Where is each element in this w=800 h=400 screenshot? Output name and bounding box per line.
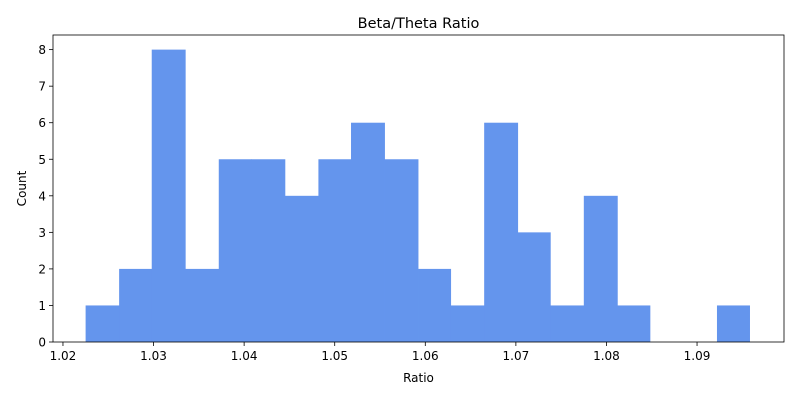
x-tick-label: 1.05	[321, 349, 348, 363]
y-tick-label: 7	[38, 80, 46, 94]
x-tick-label: 1.02	[50, 349, 77, 363]
y-tick-label: 3	[38, 226, 46, 240]
y-tick-label: 6	[38, 116, 46, 130]
y-tick-label: 0	[38, 336, 46, 350]
histogram-bar	[85, 305, 120, 342]
x-tick-label: 1.03	[140, 349, 167, 363]
y-axis-ticks: 0 1 2 3 4 5 6 7 8	[38, 43, 53, 350]
histogram-bar	[119, 268, 153, 342]
bars-group	[85, 49, 750, 343]
histogram-bar	[517, 232, 551, 342]
y-tick-label: 2	[38, 262, 46, 276]
histogram-bar	[450, 305, 485, 342]
histogram-bar	[384, 159, 419, 342]
y-tick-label: 4	[38, 189, 46, 203]
histogram-bar	[318, 159, 352, 342]
x-tick-label: 1.09	[684, 349, 711, 363]
histogram-bar	[151, 49, 186, 343]
histogram-bar	[351, 122, 385, 343]
y-tick-label: 5	[38, 153, 46, 167]
x-axis-title: Ratio	[403, 371, 434, 385]
histogram-bar	[484, 122, 519, 343]
x-tick-label: 1.06	[412, 349, 439, 363]
histogram-bar	[418, 268, 452, 342]
x-tick-label: 1.08	[593, 349, 620, 363]
y-tick-label: 1	[38, 299, 46, 313]
histogram-bar	[716, 305, 750, 342]
y-axis-title: Count	[15, 170, 29, 206]
histogram-bar	[583, 195, 618, 342]
histogram-bar	[550, 305, 585, 342]
histogram-bar	[617, 305, 651, 342]
x-tick-label: 1.04	[231, 349, 258, 363]
chart-title: Beta/Theta Ratio	[358, 16, 480, 32]
histogram-bar	[218, 159, 252, 342]
histogram-bar	[251, 159, 286, 342]
y-tick-label: 8	[38, 43, 46, 57]
plot-frame	[52, 34, 785, 343]
x-tick-label: 1.07	[503, 349, 530, 363]
histogram-bar	[284, 195, 319, 342]
histogram-bar	[185, 268, 220, 342]
x-axis-ticks: 1.02 1.03 1.04 1.05 1.06 1.07 1.08 1.09	[50, 342, 711, 363]
